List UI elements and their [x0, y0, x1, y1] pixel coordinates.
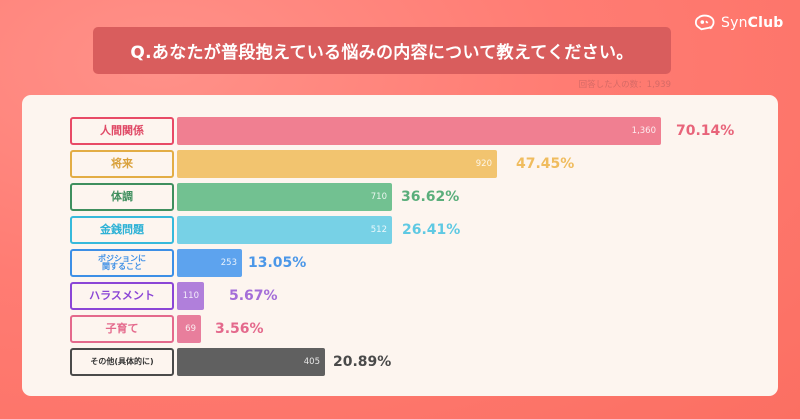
- category-label: 子育て: [70, 315, 174, 343]
- chart-row: その他(具体的に) 405 20.89%: [70, 348, 391, 376]
- category-label: 人間関係: [70, 117, 174, 145]
- synclub-face-icon: [694, 14, 715, 31]
- question-banner: Q.あなたが普段抱えている悩みの内容について教えてください。: [93, 27, 671, 74]
- chart-row: ポジションに 関すること 253 13.05%: [70, 249, 306, 277]
- chart-row: 将来 920 47.45%: [70, 150, 574, 178]
- chart-row: 金銭問題 512 26.41%: [70, 216, 460, 244]
- logo-text: SynClub: [721, 15, 784, 31]
- bar: 110: [177, 282, 204, 310]
- percentage-label: 26.41%: [402, 222, 461, 238]
- bar-value: 710: [370, 192, 387, 202]
- percentage-label: 47.45%: [516, 156, 575, 172]
- respondent-count: 回答した人の数：1,939: [578, 80, 671, 90]
- chart-row: 体調 710 36.62%: [70, 183, 459, 211]
- category-label: 将来: [70, 150, 174, 178]
- percentage-label: 70.14%: [676, 123, 735, 139]
- percentage-label: 20.89%: [333, 354, 392, 370]
- synclub-logo: SynClub: [694, 14, 784, 32]
- bar: 253: [177, 249, 242, 277]
- bar-value: 920: [475, 159, 492, 169]
- category-label: 金銭問題: [70, 216, 174, 244]
- percentage-label: 5.67%: [229, 288, 278, 304]
- bar: 69: [177, 315, 201, 343]
- bar-value: 110: [182, 291, 199, 301]
- percentage-label: 13.05%: [248, 255, 307, 271]
- bar-value: 69: [185, 324, 196, 334]
- question-title: Q.あなたが普段抱えている悩みの内容について教えてください。: [130, 43, 634, 63]
- percentage-label: 36.62%: [401, 189, 460, 205]
- chart-row: 子育て 69 3.56%: [70, 315, 264, 343]
- bar-value: 253: [220, 258, 237, 268]
- category-label: ポジションに 関すること: [70, 249, 174, 277]
- category-label: ハラスメント: [70, 282, 174, 310]
- category-label: その他(具体的に): [70, 348, 174, 376]
- chart-row: ハラスメント 110 5.67%: [70, 282, 278, 310]
- bar: 405: [177, 348, 325, 376]
- chart-panel: [22, 95, 778, 396]
- bar-value: 405: [303, 357, 320, 367]
- category-label: 体調: [70, 183, 174, 211]
- bar: 512: [177, 216, 392, 244]
- percentage-label: 3.56%: [215, 321, 264, 337]
- chart-row: 人間関係 1,360 70.14%: [70, 117, 734, 145]
- bar-value: 1,360: [631, 126, 656, 136]
- bar-value: 512: [370, 225, 387, 235]
- bar: 710: [177, 183, 392, 211]
- bar: 920: [177, 150, 497, 178]
- bar: 1,360: [177, 117, 661, 145]
